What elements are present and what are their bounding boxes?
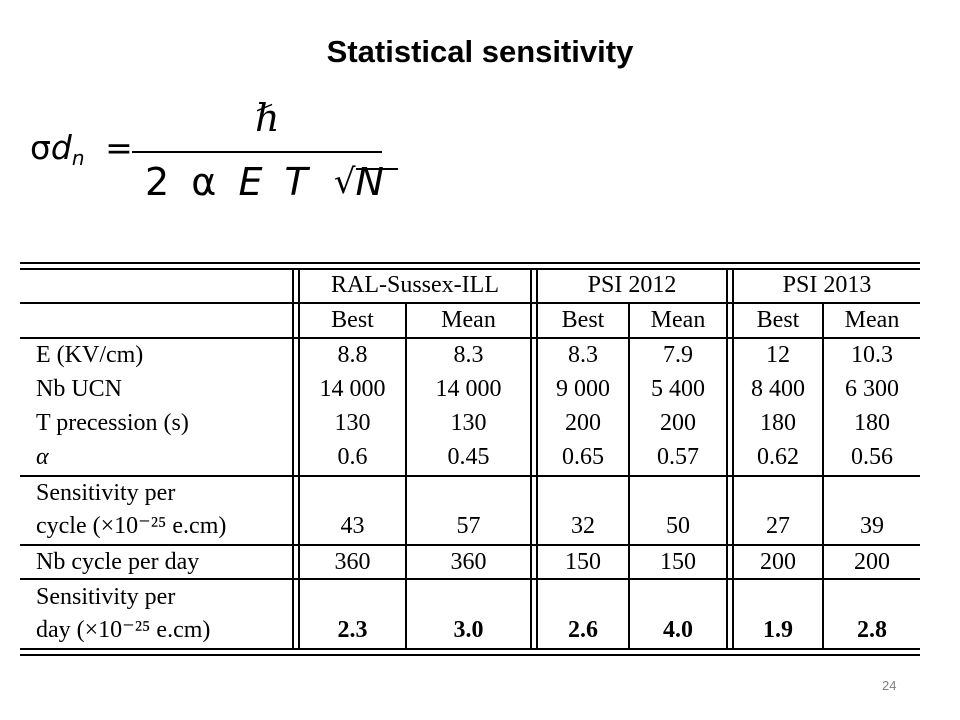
table-cell: 8.8 (337, 342, 368, 368)
row-label: Sensitivity per (36, 584, 176, 610)
group-header: RAL-Sussex-ILL (331, 272, 499, 298)
sensitivity-formula: σdn = ℏ 2 α E T √ N (0, 0, 420, 240)
table-cell: 200 (854, 549, 890, 575)
row-label: Sensitivity per (36, 480, 176, 506)
table-rule (20, 337, 920, 339)
row-label: Nb UCN (36, 376, 123, 402)
table-divider (726, 268, 728, 648)
sub-header: Best (756, 307, 800, 333)
table-cell: 8.3 (453, 342, 484, 368)
table-cell: 180 (854, 410, 890, 436)
table-cell: 0.45 (447, 444, 490, 470)
table-divider (405, 302, 407, 648)
table-cell: 0.57 (657, 444, 699, 470)
table-cell: 130 (450, 410, 487, 436)
row-label: α (36, 444, 49, 470)
sub-header: Best (331, 307, 374, 333)
table-cell: 200 (660, 410, 696, 436)
table-cell: 14 000 (319, 376, 386, 402)
row-label: E (KV/cm) (36, 342, 144, 368)
table-cell: 150 (565, 549, 601, 575)
row-label: cycle (×10⁻²⁵ e.cm) (36, 513, 227, 539)
table-rule (20, 302, 920, 304)
sub-header: Mean (441, 307, 496, 333)
table-rule (20, 475, 920, 477)
table-cell: 50 (666, 513, 690, 539)
table-cell: 10.3 (851, 342, 893, 368)
page-number: 24 (882, 678, 897, 693)
fraction-bar (132, 151, 382, 153)
table-divider (822, 302, 824, 648)
den-alpha: α (191, 160, 217, 204)
table-rule (20, 262, 920, 264)
table-cell: 8 400 (751, 376, 805, 402)
table-cell: 4.0 (663, 617, 693, 643)
table-cell: 3.0 (453, 617, 484, 643)
table-cell: 0.56 (851, 444, 893, 470)
group-header: PSI 2013 (782, 272, 872, 298)
radical-sign: √ (333, 162, 356, 202)
table-cell: 200 (565, 410, 601, 436)
table-cell: 5 400 (651, 376, 705, 402)
formula-numerator: ℏ (255, 96, 280, 140)
table-divider (292, 268, 294, 648)
table-divider (530, 268, 532, 648)
den-two: 2 (145, 160, 170, 204)
row-label: day (×10⁻²⁵ e.cm) (36, 617, 211, 643)
table-cell: 180 (760, 410, 796, 436)
table-cell: 0.65 (562, 444, 604, 470)
table-cell: 360 (334, 549, 371, 575)
den-E: E (238, 160, 263, 204)
table-cell: 130 (334, 410, 371, 436)
table-divider (732, 268, 734, 648)
group-header: PSI 2012 (587, 272, 677, 298)
table-cell: 32 (571, 513, 595, 539)
table-divider (298, 268, 300, 648)
formula-denominator: 2 α E T √ N (145, 160, 398, 204)
table-cell: 1.9 (763, 617, 793, 643)
formula-lhs: σdn = (30, 128, 133, 170)
sub-header: Best (561, 307, 605, 333)
table-cell: 150 (660, 549, 696, 575)
table-cell: 2.8 (857, 617, 887, 643)
table-cell: 360 (450, 549, 487, 575)
table-divider (536, 268, 538, 648)
table-cell: 8.3 (568, 342, 598, 368)
table-cell: 0.6 (337, 444, 368, 470)
n-subscript: n (71, 146, 85, 170)
equals-sign: = (105, 128, 133, 167)
radical-bar (355, 168, 398, 170)
table-cell: 2.6 (568, 617, 598, 643)
sub-header: Mean (650, 307, 706, 333)
table-cell: 27 (766, 513, 790, 539)
slide-title: Statistical sensitivity (326, 34, 634, 69)
table-cell: 7.9 (663, 342, 693, 368)
table-divider (628, 302, 630, 648)
table-cell: 2.3 (337, 617, 368, 643)
sqrt-symbol: √ N (333, 160, 398, 204)
table-cell: 57 (456, 513, 481, 539)
table-rule (20, 578, 920, 580)
table-cell: 0.62 (757, 444, 799, 470)
table-rule (20, 544, 920, 546)
row-label: T precession (s) (36, 410, 189, 436)
table-rule (20, 648, 920, 650)
table-cell: 9 000 (556, 376, 610, 402)
table-cell: 14 000 (435, 376, 502, 402)
d-symbol: d (50, 128, 72, 167)
table-cell: 39 (860, 513, 884, 539)
table-cell: 43 (340, 513, 365, 539)
sub-header: Mean (844, 307, 900, 333)
sensitivity-table: RAL-Sussex-ILL PSI 2012 PSI 2013 Best Me… (20, 262, 920, 658)
row-label: Nb cycle per day (36, 549, 200, 575)
table-cell: 6 300 (845, 376, 899, 402)
table-rule (20, 268, 920, 270)
den-N: N (355, 160, 384, 204)
den-T: T (284, 160, 308, 204)
table-cell: 12 (766, 342, 790, 368)
table-rule (20, 654, 920, 656)
sigma-symbol: σ (30, 128, 51, 167)
table-cell: 200 (760, 549, 796, 575)
